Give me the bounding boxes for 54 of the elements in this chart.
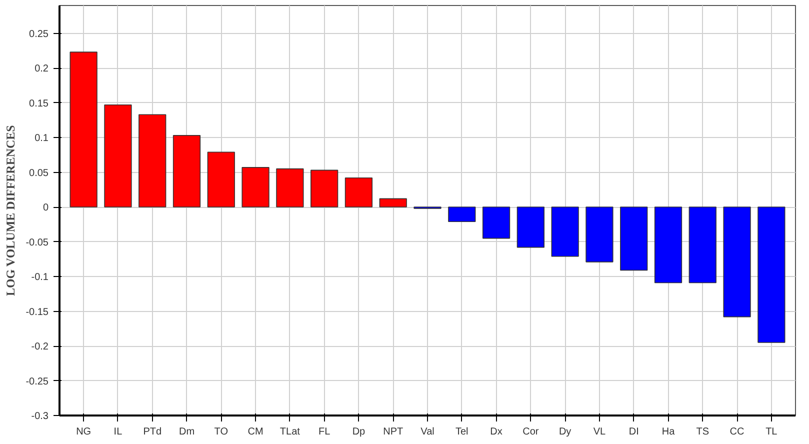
x-tick-label: Dx [490,426,502,438]
y-tick-label: 0.05 [29,168,49,179]
bar [207,152,235,208]
x-tick-label: DI [628,426,639,438]
y-tick-label: -0.1 [31,272,49,284]
x-tick-label: Val [420,426,434,438]
x-tick-label: CC [730,426,744,438]
bar [758,206,786,343]
y-tick-label: 0.1 [34,133,49,144]
x-tick-label: TS [696,426,710,438]
x-tick-label: Cor [522,426,540,438]
bar [379,198,407,208]
x-tick-label: VL [593,426,606,438]
y-tick-label: 0 [42,202,49,214]
y-tick-label: 0.25 [29,28,49,40]
y-tick-label: -0.05 [26,237,49,248]
bar [448,206,476,222]
y-axis-title: LOG VOLUME DIFFERENCES [4,124,18,296]
bar [723,206,751,318]
x-tick-label: Ha [662,426,676,438]
bar [551,206,579,257]
bar [172,135,201,208]
x-tick-label: FL [318,426,331,438]
y-tick-label: -0.15 [26,306,49,318]
x-tick-label: TLat [280,426,300,438]
x-tick-label: NG [76,426,92,438]
x-tick-label: CM [248,426,264,438]
y-tick-label: -0.3 [31,411,49,422]
x-tick-label: PTd [143,426,162,438]
bar [516,206,544,248]
x-tick-label: NPT [383,426,404,438]
bar [70,52,98,208]
x-tick-label: IL [114,426,123,438]
x-tick-label: Dy [558,426,572,438]
y-tick-label: -0.25 [26,376,49,388]
bar [482,206,510,239]
bar [242,167,270,208]
x-tick-label: TO [214,426,228,438]
x-tick-label: Dp [352,426,366,438]
bar [688,206,716,284]
bar [138,114,166,208]
y-tick-label: -0.2 [31,342,49,353]
bar [586,206,614,262]
bar [104,104,132,208]
x-tick-label: Dm [178,426,195,438]
bar [276,168,304,208]
bar [310,170,338,208]
x-tick-label: TL [766,426,778,438]
x-tick-label: Tel [456,426,468,438]
bar [654,206,682,284]
bar [344,177,373,208]
bar [620,206,648,271]
y-tick-label: 0.2 [34,64,49,75]
y-tick-label: 0.15 [29,98,49,110]
